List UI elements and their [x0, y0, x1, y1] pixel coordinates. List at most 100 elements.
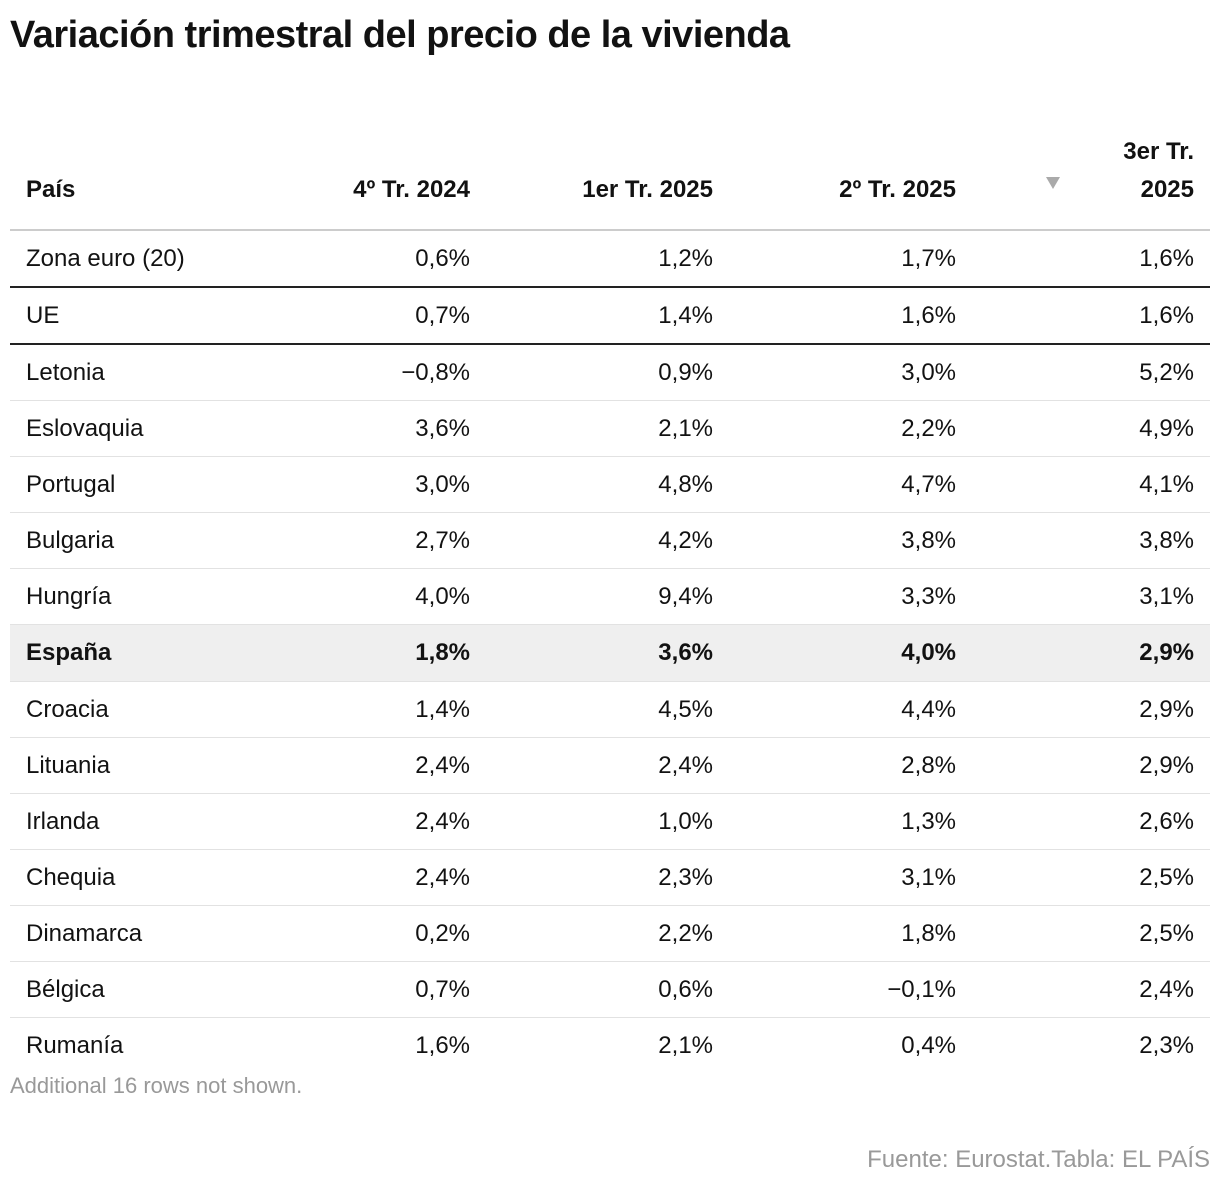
country-cell: Croacia	[10, 681, 250, 738]
value-cell: 3,3%	[729, 568, 972, 625]
table-row: Croacia 1,4% 4,5% 4,4% 2,9%	[10, 681, 1210, 738]
table-row: Chequia 2,4% 2,3% 3,1% 2,5%	[10, 849, 1210, 906]
country-cell: Bulgaria	[10, 512, 250, 569]
value-cell: 2,9%	[972, 624, 1210, 682]
country-cell: Letonia	[10, 344, 250, 401]
value-cell: 1,6%	[729, 287, 972, 345]
value-cell: 0,2%	[250, 905, 486, 962]
value-cell: 1,4%	[486, 287, 729, 345]
value-cell: 9,4%	[486, 568, 729, 625]
value-cell: 1,7%	[729, 230, 972, 288]
sort-indicator	[1046, 177, 1060, 189]
value-cell: 3,0%	[729, 344, 972, 401]
value-cell: 2,7%	[250, 512, 486, 569]
value-cell: 2,6%	[972, 793, 1210, 850]
value-cell: 4,0%	[729, 624, 972, 682]
table-row: Bulgaria 2,7% 4,2% 3,8% 3,8%	[10, 512, 1210, 569]
value-cell: 2,3%	[486, 849, 729, 906]
country-cell: Chequia	[10, 849, 250, 906]
country-cell: Portugal	[10, 456, 250, 513]
country-cell: Hungría	[10, 568, 250, 625]
value-cell: 1,0%	[486, 793, 729, 850]
value-cell: 2,4%	[250, 793, 486, 850]
value-cell: 2,8%	[729, 737, 972, 794]
table-row: Bélgica 0,7% 0,6% −0,1% 2,4%	[10, 961, 1210, 1018]
data-table: País 4º Tr. 2024 1er Tr. 2025 2º Tr. 2025 3e…	[10, 115, 1210, 1073]
table-row: España 1,8% 3,6% 4,0% 2,9%	[10, 624, 1210, 682]
value-cell: −0,1%	[729, 961, 972, 1018]
country-cell: Irlanda	[10, 793, 250, 850]
value-cell: 2,4%	[972, 961, 1210, 1018]
value-cell: 2,2%	[729, 400, 972, 457]
value-cell: 4,9%	[972, 400, 1210, 457]
value-cell: 3,8%	[729, 512, 972, 569]
table-body: Zona euro (20) 0,6% 1,2% 1,7% 1,6% UE 0,7% 1,4%…	[10, 230, 1210, 1073]
header-row: País 4º Tr. 2024 1er Tr. 2025 2º Tr. 2025 3e…	[10, 115, 1210, 231]
value-cell: 0,7%	[250, 287, 486, 345]
value-cell: 3,0%	[250, 456, 486, 513]
value-cell: 2,4%	[250, 849, 486, 906]
column-header: País	[10, 115, 250, 231]
value-cell: 0,7%	[250, 961, 486, 1018]
country-cell: UE	[10, 287, 250, 345]
value-cell: 2,1%	[486, 400, 729, 457]
table-row: Portugal 3,0% 4,8% 4,7% 4,1%	[10, 456, 1210, 513]
value-cell: −0,8%	[250, 344, 486, 401]
country-cell: Rumanía	[26, 1031, 124, 1059]
note: Additional 16 rows not shown.	[10, 1073, 303, 1098]
title: Variación trimestral del precio de la vi…	[10, 14, 790, 56]
value-cell: 4,4%	[729, 681, 972, 738]
value-cell: 2,5%	[972, 905, 1210, 962]
value-cell: 4,2%	[486, 512, 729, 569]
value-cell: 1,3%	[729, 793, 972, 850]
country-cell: Bélgica	[10, 961, 250, 1018]
value-cell: 0,6%	[486, 961, 729, 1018]
value-cell: 1,6%	[972, 287, 1210, 345]
country-cell: Zona euro (20)	[10, 230, 250, 288]
value-cell: 2,5%	[972, 849, 1210, 906]
table-row: Irlanda 2,4% 1,0% 1,3% 2,6%	[10, 793, 1210, 850]
column-header-text: 3er Tr. 2025	[1123, 138, 1194, 203]
table-row: Rumanía 1,6% 2,1% 0,4% 2,3%	[10, 1018, 1210, 1074]
column-header: 1er Tr. 2025	[486, 115, 729, 231]
value-cell: 4,7%	[729, 456, 972, 513]
value-cell: 2,9%	[972, 681, 1210, 738]
table-row: Hungría 4,0% 9,4% 3,3% 3,1%	[10, 568, 1210, 625]
value-cell: 0,4%	[901, 1031, 956, 1059]
value-cell: 2,9%	[972, 737, 1210, 794]
value-cell: 3,1%	[729, 849, 972, 906]
value-cell: 3,6%	[250, 400, 486, 457]
value-cell: 5,2%	[972, 344, 1210, 401]
value-cell: 1,8%	[250, 624, 486, 682]
country-cell: Eslovaquia	[10, 400, 250, 457]
value-cell: 2,4%	[486, 737, 729, 794]
column-header: 4º Tr. 2024	[250, 115, 486, 231]
value-cell: 1,6%	[972, 230, 1210, 288]
value-cell: 3,6%	[486, 624, 729, 682]
value-cell: 2,3%	[1139, 1031, 1194, 1059]
value-cell: 0,9%	[486, 344, 729, 401]
value-cell: 2,4%	[250, 737, 486, 794]
value-cell: 1,6%	[415, 1031, 470, 1059]
country-cell: Lituania	[10, 737, 250, 794]
value-cell: 3,8%	[972, 512, 1210, 569]
table-row: UE 0,7% 1,4% 1,6% 1,6%	[10, 287, 1210, 345]
value-cell: 2,1%	[658, 1031, 713, 1059]
country-cell: Dinamarca	[10, 905, 250, 962]
value-cell: 2,2%	[486, 905, 729, 962]
value-cell: 4,0%	[250, 568, 486, 625]
source: Fuente: Eurostat.Tabla: EL PAÍS	[867, 1146, 1210, 1173]
value-cell: 0,6%	[250, 230, 486, 288]
value-cell: 4,8%	[486, 456, 729, 513]
value-cell: 1,4%	[250, 681, 486, 738]
table-row: Lituania 2,4% 2,4% 2,8% 2,9%	[10, 737, 1210, 794]
country-cell: España	[10, 624, 250, 682]
column-header[interactable]: 3er Tr. 2025	[972, 115, 1210, 231]
table-row: Eslovaquia 3,6% 2,1% 2,2% 4,9%	[10, 400, 1210, 457]
table-row: Zona euro (20) 0,6% 1,2% 1,7% 1,6%	[10, 230, 1210, 288]
value-cell: 4,1%	[972, 456, 1210, 513]
value-cell: 1,8%	[729, 905, 972, 962]
value-cell: 1,2%	[486, 230, 729, 288]
value-cell: 4,5%	[486, 681, 729, 738]
